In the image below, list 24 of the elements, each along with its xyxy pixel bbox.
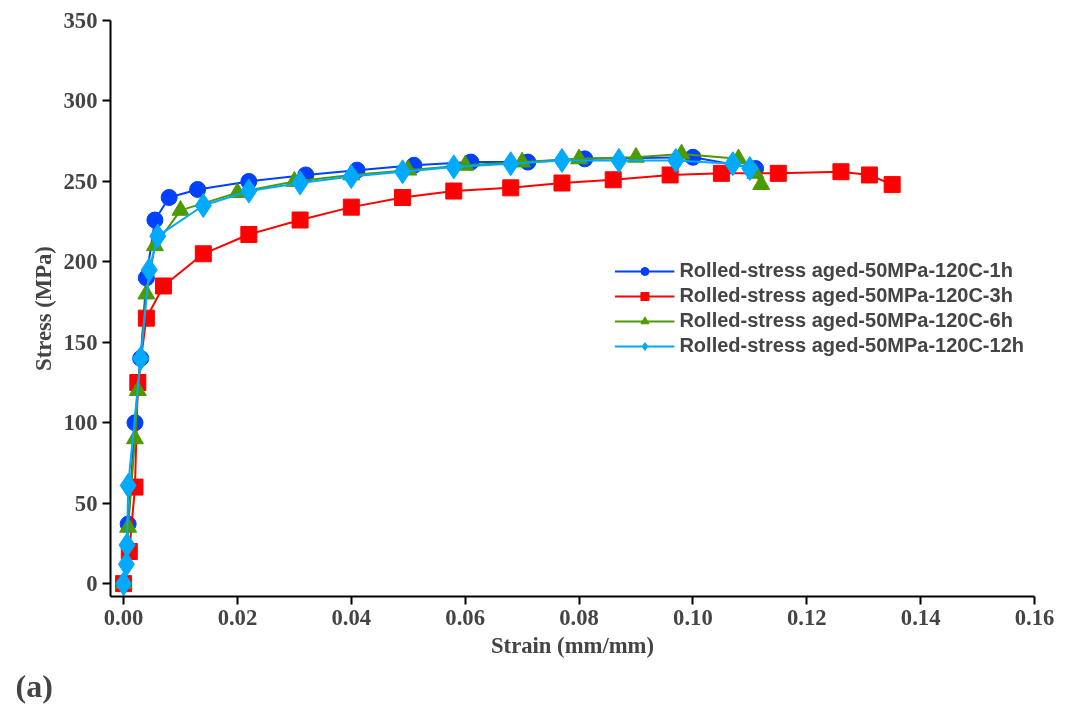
x-tick-label: 0.08 <box>559 604 599 630</box>
y-tick-label: 150 <box>63 329 98 355</box>
y-tick-label: 200 <box>63 249 98 275</box>
x-tick-label: 0.16 <box>1014 604 1055 630</box>
legend-label: Rolled-stress aged-50MPa-120C-3h <box>679 284 1013 307</box>
legend-label: Rolled-stress aged-50MPa-120C-12h <box>679 334 1024 357</box>
x-axis-title: Strain (mm/mm) <box>491 632 654 658</box>
legend-label: Rolled-stress aged-50MPa-120C-6h <box>679 309 1013 332</box>
y-tick-label: 0 <box>86 571 98 597</box>
legend-label: Rolled-stress aged-50MPa-120C-1h <box>679 259 1013 282</box>
y-axis-title: Stress (MPa) <box>30 246 56 371</box>
x-tick-label: 0.00 <box>103 604 144 630</box>
y-tick-label: 50 <box>74 490 98 516</box>
x-tick-label: 0.06 <box>445 604 486 630</box>
x-tick-label: 0.04 <box>331 604 372 630</box>
x-tick-label: 0.14 <box>900 604 941 630</box>
x-tick-label: 0.12 <box>786 604 827 630</box>
y-tick-label: 300 <box>63 88 98 114</box>
x-tick-label: 0.02 <box>217 604 258 630</box>
text: (a) <box>15 667 53 704</box>
y-tick-label: 100 <box>63 410 98 436</box>
x-tick-label: 0.10 <box>673 604 713 630</box>
y-tick-label: 350 <box>63 8 98 33</box>
y-tick-label: 250 <box>63 168 98 194</box>
